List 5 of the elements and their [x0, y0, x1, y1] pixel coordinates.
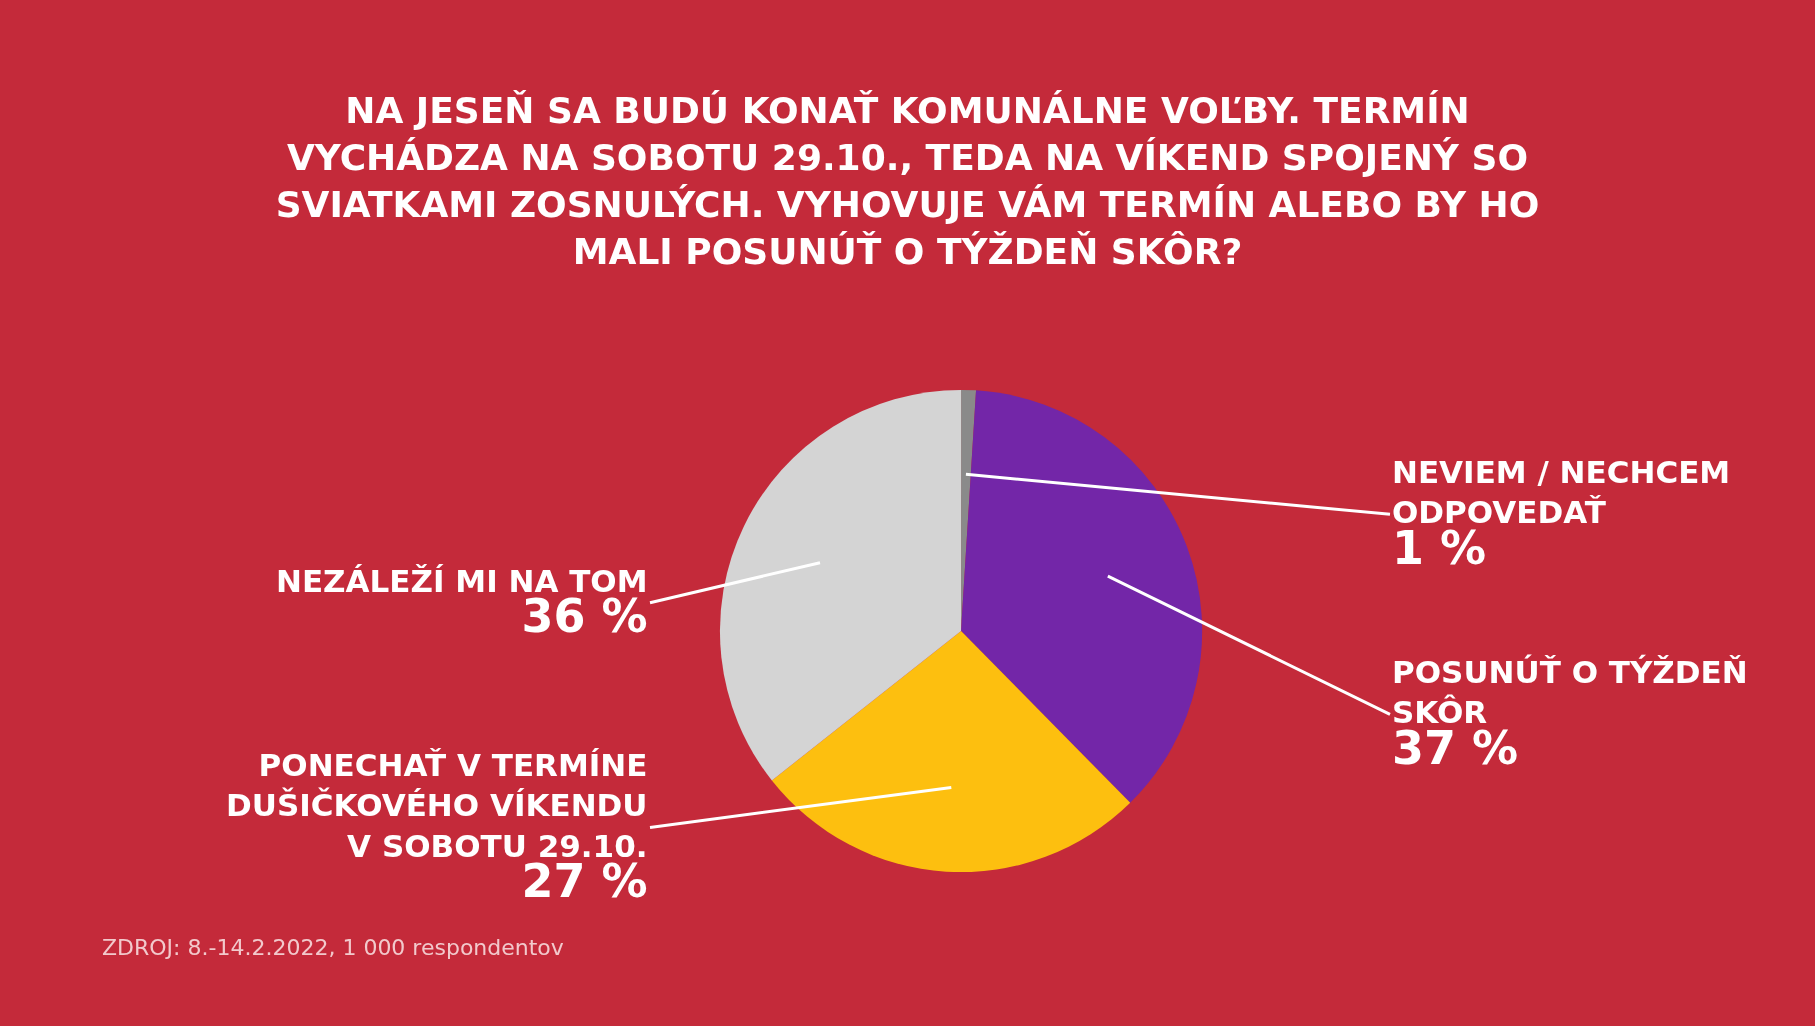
- text: ZDROJ: 8.-14.2.2022, 1 000 respondentov: [102, 935, 564, 960]
- pie-slice: [720, 389, 962, 781]
- pie-slice: [961, 390, 1203, 803]
- chart-title: NA JESEŇ SA BUDÚ KONAŤ KOMUNÁLNE VOĽBY. TERMÍN VYCHÁDZA NA SOBOTU 29.10., TEDA NA VÍKEND SPOJENÝ SO SVIATKAMI ZOSNULÝCH. VYHOVUJE VÁM TERMÍN ALEBO BY HO MALI POSUNÚŤ O TÝŽDEŇ SKÔR?: [275, 90, 1540, 272]
- pie-slice: [771, 630, 1131, 873]
